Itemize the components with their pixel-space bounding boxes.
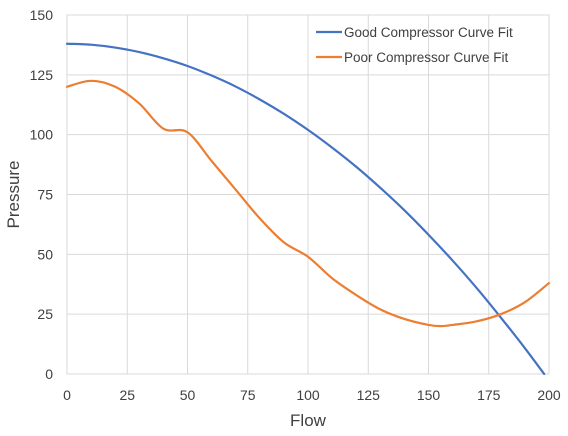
series-line-1	[65, 42, 546, 376]
y-tick-label: 75	[37, 187, 53, 203]
y-tick-label: 150	[30, 7, 54, 23]
legend-label-1: Good Compressor Curve Fit	[344, 25, 513, 40]
legend-label-2: Poor Compressor Curve Fit	[344, 50, 509, 65]
series-layer	[65, 42, 551, 376]
x-tick-label: 0	[63, 387, 71, 403]
x-tick-label: 125	[357, 387, 381, 403]
x-tick-label: 100	[296, 387, 320, 403]
x-axis-title: Flow	[290, 411, 327, 430]
y-tick-label: 0	[45, 366, 53, 382]
y-tick-label: 125	[30, 67, 54, 83]
y-axis-title: Pressure	[4, 160, 23, 228]
x-tick-label: 150	[417, 387, 441, 403]
x-tick-label: 25	[119, 387, 135, 403]
y-tick-label: 25	[37, 306, 53, 322]
x-tick-label: 175	[477, 387, 501, 403]
x-tick-label: 50	[180, 387, 196, 403]
y-tick-label: 100	[30, 127, 54, 143]
x-tick-label: 75	[240, 387, 256, 403]
x-tick-label: 200	[537, 387, 561, 403]
y-axis-ticks: 0 25 50 75 100 125 150	[30, 7, 54, 382]
y-tick-label: 50	[37, 246, 53, 262]
x-axis-ticks: 0 25 50 75 100 125 150 175 200	[63, 387, 561, 403]
series-line-2	[65, 79, 551, 328]
plot-area	[66, 14, 550, 375]
legend: Good Compressor Curve Fit Poor Compressor…	[316, 25, 513, 65]
gridlines	[66, 14, 550, 375]
